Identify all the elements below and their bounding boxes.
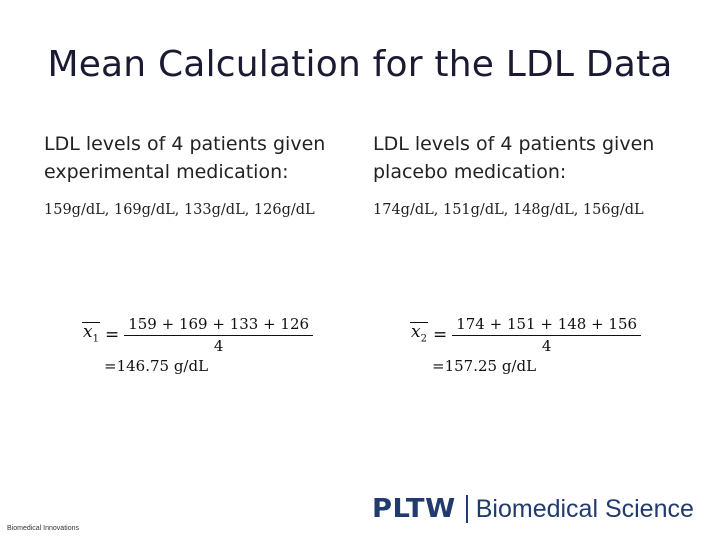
placebo-fraction: 174 + 151 + 148 + 156 4 (452, 315, 642, 355)
experimental-column: LDL levels of 4 patients given experimen… (44, 130, 364, 218)
placebo-mean-symbol-letter: x (411, 321, 421, 342)
experimental-mean-formula: x1 = 159 + 169 + 133 + 126 4 =146.75 g/d… (82, 315, 314, 375)
placebo-mean-symbol: x2 (410, 321, 428, 348)
placebo-heading-line2: placebo medication: (373, 161, 567, 183)
placebo-column: LDL levels of 4 patients given placebo m… (373, 130, 693, 218)
experimental-equals-sign: = (104, 325, 120, 345)
placebo-values: 174g/dL, 151g/dL, 148g/dL, 156g/dL (373, 202, 644, 218)
experimental-numerator: 159 + 169 + 133 + 126 (124, 315, 314, 336)
experimental-values: 159g/dL, 169g/dL, 133g/dL, 126g/dL (44, 202, 315, 218)
placebo-mean-formula: x2 = 174 + 151 + 148 + 156 4 =157.25 g/d… (410, 315, 642, 375)
experimental-mean-subscript: 1 (92, 333, 99, 345)
footer-course-name: Biomedical Innovations (7, 525, 79, 532)
placebo-numerator: 174 + 151 + 148 + 156 (452, 315, 642, 336)
placebo-mean-result: =157.25 g/dL (432, 357, 537, 375)
experimental-heading-line2: experimental medication: (44, 161, 289, 183)
placebo-heading: LDL levels of 4 patients given placebo m… (373, 130, 693, 186)
pltw-logo-mark: PLTW (372, 494, 456, 524)
logo-divider (465, 495, 468, 523)
experimental-fraction: 159 + 169 + 133 + 126 4 (124, 315, 314, 355)
placebo-mean-subscript: 2 (420, 333, 427, 345)
placebo-denominator: 4 (541, 337, 552, 355)
experimental-heading-line1: LDL levels of 4 patients given (44, 133, 326, 155)
pltw-logo-text: Biomedical Science (475, 494, 694, 523)
slide-title: Mean Calculation for the LDL Data (47, 44, 673, 85)
experimental-mean-result: =146.75 g/dL (104, 357, 209, 375)
experimental-mean-symbol: x1 (82, 321, 100, 348)
placebo-equals-sign: = (432, 325, 448, 345)
experimental-heading: LDL levels of 4 patients given experimen… (44, 130, 364, 186)
placebo-heading-line1: LDL levels of 4 patients given (373, 133, 655, 155)
experimental-denominator: 4 (213, 337, 224, 355)
experimental-mean-symbol-letter: x (83, 321, 93, 342)
pltw-logo: PLTW Biomedical Science (372, 494, 694, 524)
